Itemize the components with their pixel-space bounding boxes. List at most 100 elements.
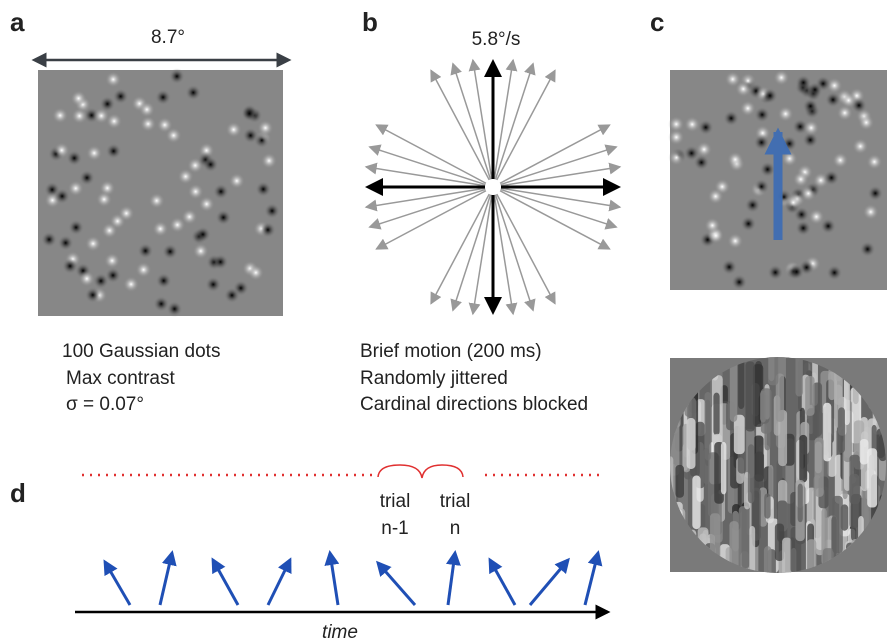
streak [747, 444, 755, 504]
streak [812, 382, 823, 437]
trial-arrow [376, 560, 417, 606]
streak [738, 506, 750, 570]
dot [792, 171, 809, 188]
dot [781, 135, 798, 152]
streak [745, 361, 755, 432]
gray-arrow [368, 144, 486, 186]
dot [187, 183, 204, 200]
streak [832, 495, 843, 554]
streak [729, 359, 738, 422]
dot [166, 300, 183, 317]
dot [802, 98, 819, 115]
dot [52, 107, 69, 124]
dot [212, 183, 229, 200]
dot [57, 234, 74, 251]
dot [832, 152, 849, 169]
caption: Cardinal directions blocked [360, 394, 588, 415]
dot [177, 168, 194, 185]
dot [795, 220, 812, 237]
dot [820, 218, 837, 235]
dot [759, 161, 776, 178]
dot [205, 276, 222, 293]
dot [773, 69, 790, 86]
trial-label: trial [380, 491, 411, 512]
gray-arrow [364, 187, 486, 212]
streak [822, 548, 834, 573]
streak [692, 475, 701, 530]
dot [169, 216, 186, 233]
gray-arrow [375, 124, 487, 184]
gray-arrow [499, 124, 611, 184]
gray-arrow [496, 193, 556, 305]
streak [686, 418, 696, 469]
dot [264, 202, 281, 219]
dot [255, 181, 272, 198]
streak [749, 525, 756, 573]
trial-arrow [211, 557, 240, 606]
dot [156, 116, 173, 133]
gray-arrow [500, 162, 622, 187]
panel-label: b [362, 7, 378, 37]
gray-arrow [500, 187, 622, 212]
dot [683, 145, 700, 162]
dot [66, 150, 83, 167]
dot [96, 191, 113, 208]
dot [744, 197, 761, 214]
dot [140, 115, 157, 132]
streak [738, 357, 745, 410]
streak [763, 546, 772, 573]
streak [709, 513, 721, 560]
caption: σ = 0.07° [66, 394, 144, 415]
trial-arrow [583, 550, 603, 606]
dot [41, 231, 58, 248]
dot [823, 169, 840, 186]
gray-arrow [364, 162, 486, 187]
dot [168, 68, 185, 85]
dot [721, 259, 738, 276]
dot [731, 274, 748, 291]
speed-label: 5.8°/s [472, 29, 521, 50]
dot [697, 119, 714, 136]
dot [739, 100, 756, 117]
dot [105, 143, 122, 160]
trial-label: n [450, 518, 461, 539]
trial-arrow [445, 550, 461, 606]
dot [806, 81, 823, 98]
dot [92, 272, 109, 289]
dot [257, 119, 274, 136]
dot [223, 287, 240, 304]
dot [707, 188, 724, 205]
streak [778, 409, 788, 467]
gray-arrow [430, 69, 490, 181]
dot [753, 178, 770, 195]
trial-arrow [266, 557, 292, 606]
dot [761, 87, 778, 104]
dot [777, 105, 794, 122]
dot [228, 172, 245, 189]
trial-arrow [488, 557, 517, 606]
dot [162, 243, 179, 260]
panel-label: a [10, 7, 25, 37]
dot [194, 226, 211, 243]
dot [106, 113, 123, 130]
dot [241, 105, 258, 122]
dot [668, 129, 685, 146]
dot [104, 252, 121, 269]
streak [713, 392, 720, 436]
gray-arrow [450, 62, 492, 180]
streak [775, 373, 785, 422]
caption: Randomly jittered [360, 368, 508, 389]
dot [795, 74, 812, 91]
dot [105, 71, 122, 88]
dot [852, 138, 869, 155]
dot [724, 71, 741, 88]
gray-arrow [493, 194, 518, 316]
dot [68, 219, 85, 236]
dot [54, 188, 71, 205]
dot [740, 215, 757, 232]
trial-label: n-1 [381, 518, 408, 539]
dot [67, 180, 84, 197]
direction-arrows [364, 58, 622, 316]
gray-arrow [375, 190, 487, 250]
dot [99, 95, 116, 112]
